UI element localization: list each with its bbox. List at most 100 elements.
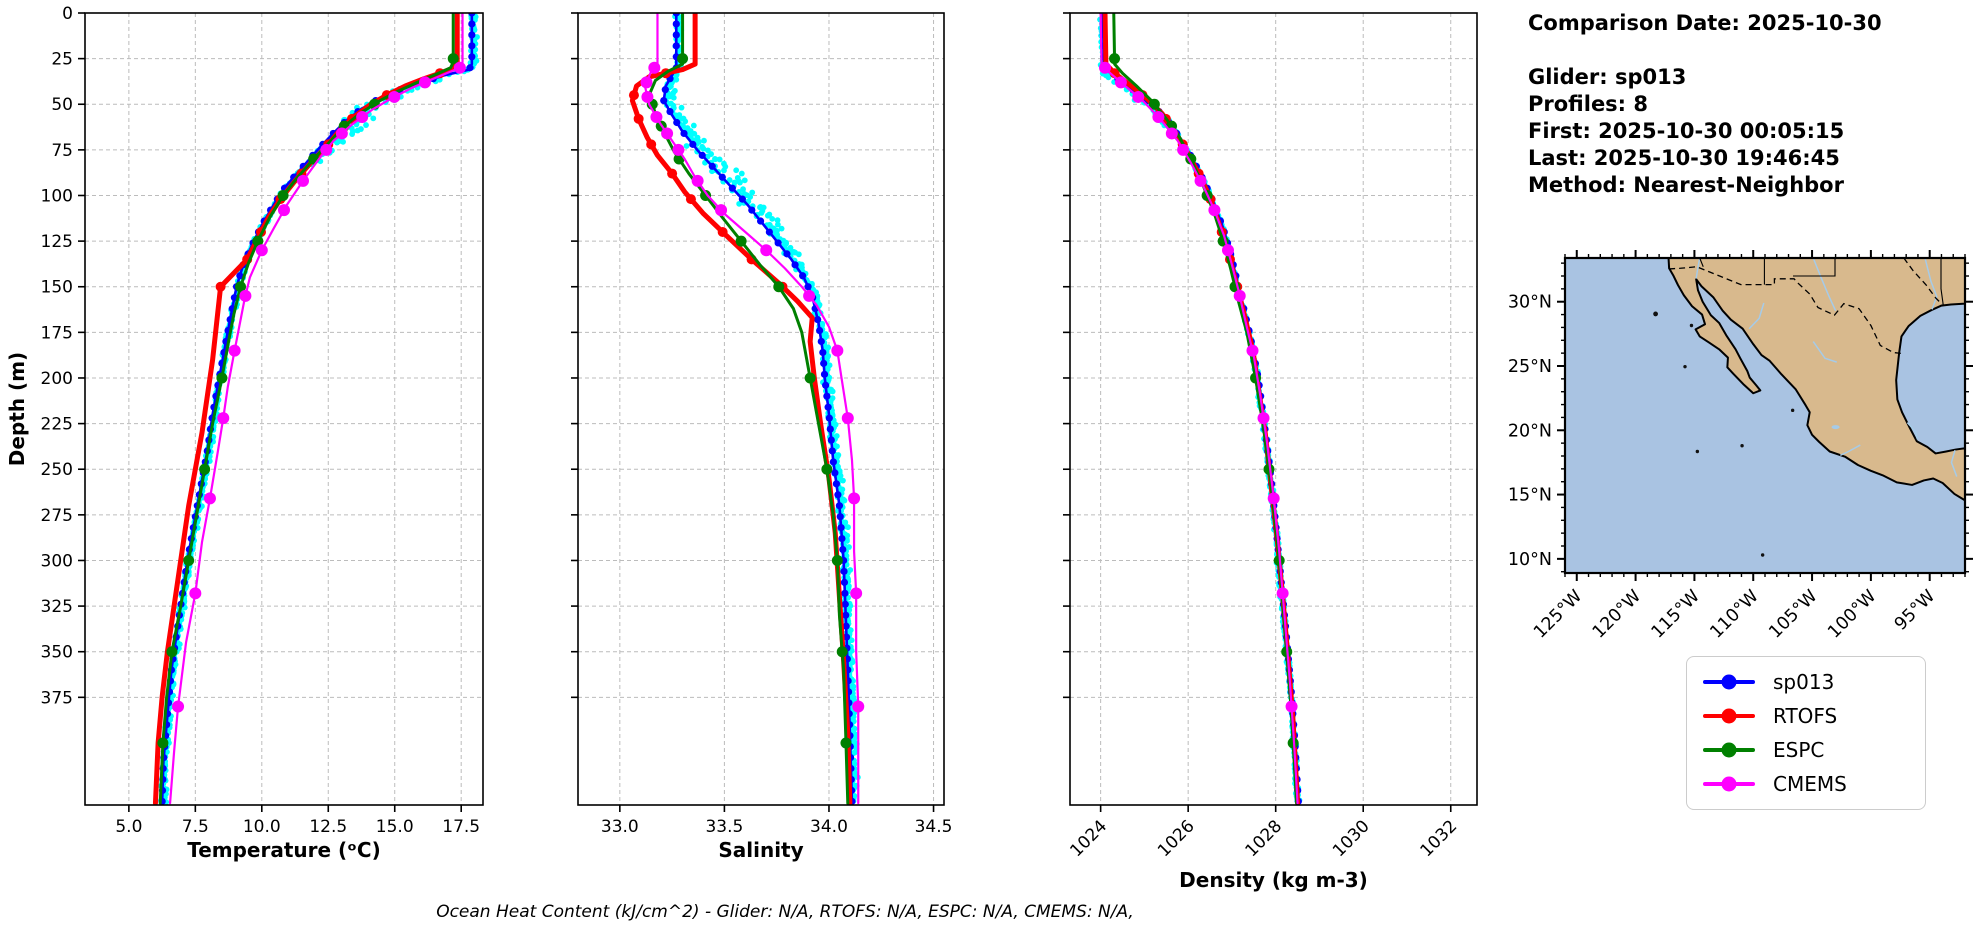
map-lon-tick-label: 105°W bbox=[1765, 586, 1821, 642]
legend-entry-rtofs: RTOFS bbox=[1687, 699, 1925, 733]
svg-text:1028: 1028 bbox=[1241, 816, 1286, 861]
legend-label: CMEMS bbox=[1773, 772, 1847, 796]
svg-text:350: 350 bbox=[41, 643, 73, 663]
svg-text:125: 125 bbox=[41, 232, 73, 252]
dens-data-layer bbox=[1097, 13, 1303, 805]
svg-text:15.0: 15.0 bbox=[376, 817, 414, 837]
map-lon-tick-label: 115°W bbox=[1648, 586, 1704, 642]
cmems-dens-line bbox=[1099, 13, 1299, 805]
legend-line-marker-swatch bbox=[1703, 782, 1755, 786]
river bbox=[1748, 302, 1765, 330]
river bbox=[1839, 444, 1861, 457]
river bbox=[1695, 258, 1701, 279]
map-lat-tick-label: 15°N bbox=[1508, 486, 1552, 506]
svg-text:300: 300 bbox=[41, 551, 73, 571]
map-lon-tick-label: 125°W bbox=[1530, 586, 1586, 642]
sal-panel: 33.0 33.5 34.0 34.5 Salinity bbox=[571, 12, 953, 862]
svg-text:50: 50 bbox=[51, 95, 73, 115]
land-coastline bbox=[1667, 258, 1965, 502]
map-lat-tick-label: 10°N bbox=[1508, 550, 1552, 570]
island bbox=[1760, 553, 1765, 557]
river bbox=[1950, 450, 1958, 477]
legend-entry-espc: ESPC bbox=[1687, 733, 1925, 767]
svg-text:200: 200 bbox=[41, 369, 73, 389]
country-border-line bbox=[1903, 258, 1943, 305]
ohc-caption: Ocean Heat Content (kJ/cm^2) - Glider: N… bbox=[436, 902, 1134, 922]
river bbox=[1812, 341, 1837, 363]
legend: sp013 RTOFS ESPC CMEMS bbox=[1686, 656, 1926, 810]
svg-text:17.5: 17.5 bbox=[442, 817, 480, 837]
legend-line-marker-swatch bbox=[1703, 714, 1755, 718]
svg-text:175: 175 bbox=[41, 323, 73, 343]
sal-data-layer bbox=[628, 13, 865, 805]
map-lat-tick-label: 20°N bbox=[1508, 421, 1552, 441]
svg-text:1024: 1024 bbox=[1066, 816, 1111, 861]
temp-data-layer bbox=[152, 13, 480, 805]
state-border-line bbox=[1940, 258, 1944, 306]
comparison-date-text: Comparison Date: 2025-10-30 bbox=[1528, 11, 1882, 35]
svg-text:0: 0 bbox=[62, 4, 73, 24]
sal-axis-label: Salinity bbox=[718, 838, 803, 862]
svg-text:325: 325 bbox=[41, 597, 73, 617]
svg-text:34.0: 34.0 bbox=[810, 817, 848, 837]
svg-text:100: 100 bbox=[41, 186, 73, 206]
svg-text:150: 150 bbox=[41, 278, 73, 298]
svg-text:75: 75 bbox=[51, 141, 73, 161]
island bbox=[1689, 323, 1694, 328]
svg-text:34.5: 34.5 bbox=[915, 817, 953, 837]
legend-label: RTOFS bbox=[1773, 704, 1838, 728]
svg-text:1026: 1026 bbox=[1154, 816, 1199, 861]
svg-text:12.5: 12.5 bbox=[309, 817, 347, 837]
first-profile-time-text: First: 2025-10-30 00:05:15 bbox=[1528, 119, 1845, 143]
temp-panel: 5.0 7.5 10.0 12.5 15.0 17.5 0 25 50 75 100 125 150 17… bbox=[5, 4, 484, 862]
last-profile-time-text: Last: 2025-10-30 19:46:45 bbox=[1528, 146, 1840, 170]
svg-text:33.5: 33.5 bbox=[705, 817, 743, 837]
sp013-sal-line bbox=[662, 13, 854, 805]
sp013-temp-line bbox=[160, 13, 474, 805]
svg-text:225: 225 bbox=[41, 415, 73, 435]
legend-entry-cmems: CMEMS bbox=[1687, 767, 1925, 801]
comparison-info-block: Comparison Date: 2025-10-30 Glider: sp01… bbox=[1528, 10, 1882, 199]
river bbox=[1812, 258, 1837, 312]
svg-text:1030: 1030 bbox=[1329, 816, 1374, 861]
map-lon-tick-label: 100°W bbox=[1824, 586, 1880, 642]
info-spacer bbox=[1528, 37, 1882, 64]
rtofs-dens-line bbox=[1102, 13, 1301, 805]
svg-text:25: 25 bbox=[51, 50, 73, 70]
svg-text:275: 275 bbox=[41, 506, 73, 526]
river bbox=[1906, 422, 1919, 440]
island bbox=[1695, 449, 1700, 454]
map-lon-tick-label: 110°W bbox=[1707, 586, 1763, 642]
island bbox=[1790, 408, 1795, 413]
svg-text:33.0: 33.0 bbox=[601, 817, 639, 837]
legend-label: ESPC bbox=[1773, 738, 1825, 762]
svg-text:7.5: 7.5 bbox=[182, 817, 209, 837]
country-border-line bbox=[1669, 266, 1905, 355]
depth-axis-label: Depth (m) bbox=[5, 352, 29, 466]
profile-charts: 5.0 7.5 10.0 12.5 15.0 17.5 0 25 50 75 100 125 150 17… bbox=[5, 4, 1478, 892]
legend-label: sp013 bbox=[1773, 670, 1835, 694]
glider-id-text: Glider: sp013 bbox=[1528, 65, 1687, 89]
temp-axis-label: Temperature (ᵒC) bbox=[187, 838, 381, 862]
svg-text:375: 375 bbox=[41, 688, 73, 708]
rtofs-temp-line bbox=[152, 13, 460, 805]
dens-axis-label: Density (kg m-3) bbox=[1179, 868, 1368, 892]
state-border-line bbox=[1793, 258, 1836, 277]
lake bbox=[1831, 425, 1840, 430]
sp013-dens-line bbox=[1101, 13, 1300, 805]
map-lon-tick-label: 95°W bbox=[1891, 586, 1939, 634]
svg-text:10.0: 10.0 bbox=[243, 817, 281, 837]
legend-line-marker-swatch bbox=[1703, 680, 1755, 684]
dens-panel: 1024 1026 1028 1030 1032 Density (kg m-3) bbox=[1063, 12, 1478, 892]
map-lon-tick-label: 120°W bbox=[1589, 586, 1645, 642]
legend-line-marker-swatch bbox=[1703, 748, 1755, 752]
river bbox=[1924, 258, 1938, 310]
state-border-line bbox=[1699, 258, 1704, 267]
legend-entry-sp013: sp013 bbox=[1687, 665, 1925, 699]
svg-text:1032: 1032 bbox=[1417, 816, 1462, 861]
island bbox=[1683, 364, 1687, 369]
svg-text:250: 250 bbox=[41, 460, 73, 480]
profiles-count-text: Profiles: 8 bbox=[1528, 92, 1649, 116]
cmems-sal-line bbox=[643, 13, 860, 805]
